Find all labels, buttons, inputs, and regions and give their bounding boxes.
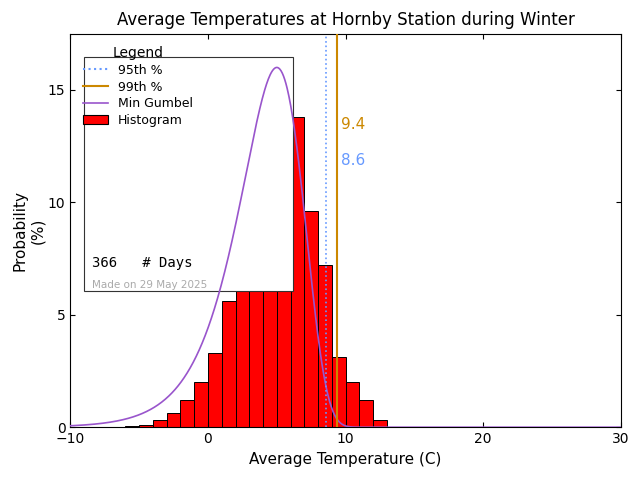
Bar [373,420,387,427]
Bar [305,211,318,427]
Text: Made on 29 May 2025: Made on 29 May 2025 [92,279,207,289]
Bar [346,382,360,427]
Bar [277,79,291,427]
Bar [332,358,346,427]
FancyBboxPatch shape [84,57,293,291]
Text: 8.6: 8.6 [340,153,365,168]
Bar [236,265,250,427]
Text: 9.4: 9.4 [340,117,365,132]
Bar [291,117,305,427]
Bar [180,400,195,427]
Text: 366   # Days: 366 # Days [92,256,193,270]
X-axis label: Average Temperature (C): Average Temperature (C) [250,452,442,467]
Title: Average Temperatures at Hornby Station during Winter: Average Temperatures at Hornby Station d… [116,11,575,29]
Legend: 95th %, 99th %, Min Gumbel, Histogram: 95th %, 99th %, Min Gumbel, Histogram [77,40,199,133]
Bar [360,400,373,427]
Bar [125,426,140,427]
Bar [222,301,236,427]
Bar [250,211,263,427]
Bar [153,420,166,427]
Text: Made on 29 May 2025: Made on 29 May 2025 [92,279,207,289]
Y-axis label: Probability
(%): Probability (%) [13,190,45,271]
Bar [140,425,153,427]
Bar [166,413,180,427]
Bar [263,148,277,427]
Bar [318,265,332,427]
Text: 366   # Days: 366 # Days [92,256,193,270]
Bar [208,353,222,427]
Bar [195,382,208,427]
